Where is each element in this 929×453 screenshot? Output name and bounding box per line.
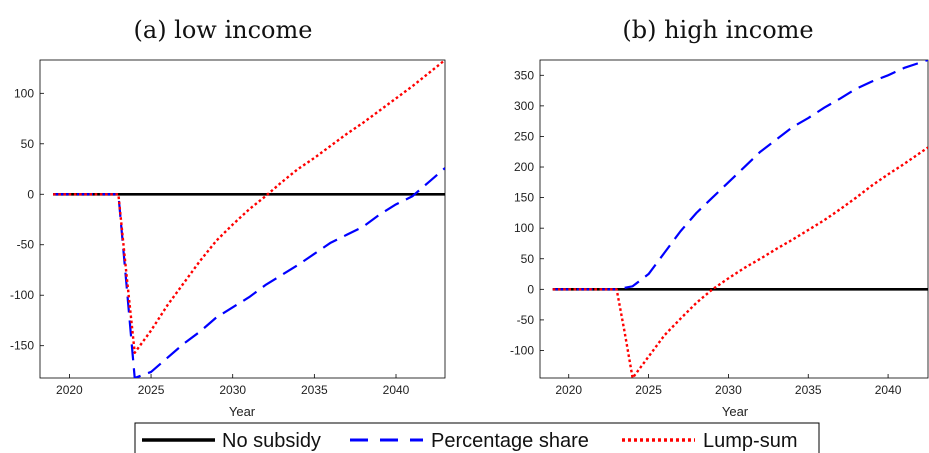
plot-area-low-income (39, 59, 446, 379)
legend-label-lump-sum: Lump-sum (703, 430, 797, 452)
panel-high-income: (b) high income 2020 2025 2030 2035 2040 -10… (510, 16, 929, 419)
y-ticks-high-income: -100 -50 0 50 100 150 200 250 300 350 (510, 68, 544, 357)
legend-label-no-subsidy: No subsidy (222, 430, 321, 452)
legend-entry-lump-sum: Lump-sum (622, 430, 797, 452)
x-axis-label-high-income: Year (722, 404, 749, 419)
series-line-lump-sum-low-income (53, 60, 445, 354)
y-tick-label: 0 (527, 282, 534, 296)
series-line-lump-sum-high-income (552, 146, 928, 378)
panel-title-high-income: (b) high income (622, 16, 813, 44)
y-tick-label: 100 (514, 221, 534, 235)
series-layer-high-income (552, 60, 928, 378)
x-tick-label: 2035 (795, 383, 822, 397)
x-tick-label: 2040 (875, 383, 902, 397)
y-tick-label: 50 (521, 252, 535, 266)
y-ticks-low-income: -150 -100 -50 0 50 100 (10, 86, 44, 353)
y-tick-label: 50 (21, 137, 35, 151)
x-tick-label: 2020 (56, 383, 83, 397)
y-tick-label: -150 (10, 339, 34, 353)
y-tick-label: 100 (14, 86, 34, 100)
legend-box (134, 422, 820, 453)
y-tick-label: 300 (514, 99, 534, 113)
legend-label-percentage-share: Percentage share (431, 430, 589, 452)
y-tick-label: 200 (514, 160, 534, 174)
x-tick-label: 2025 (138, 383, 165, 397)
series-line-percentage-share-low-income (53, 167, 445, 378)
x-tick-label: 2035 (301, 383, 328, 397)
y-tick-label: 350 (514, 68, 534, 82)
y-tick-label: 150 (514, 191, 534, 205)
legend-entry-percentage-share: Percentage share (350, 430, 589, 452)
plot-area-high-income (539, 59, 929, 379)
panel-title-low-income: (a) low income (134, 16, 313, 44)
x-tick-label: 2030 (715, 383, 742, 397)
y-tick-label: 250 (514, 129, 534, 143)
x-tick-label: 2020 (555, 383, 582, 397)
x-axis-label-low-income: Year (229, 404, 256, 419)
legend: No subsidy Percentage share Lump-sum (134, 422, 820, 453)
series-layer-low-income (53, 60, 445, 378)
y-tick-label: -100 (10, 288, 34, 302)
y-tick-label: 0 (27, 187, 34, 201)
legend-entry-no-subsidy: No subsidy (142, 430, 321, 452)
x-ticks-high-income: 2020 2025 2030 2035 2040 (555, 374, 902, 397)
x-tick-label: 2025 (635, 383, 662, 397)
series-line-percentage-share-high-income (552, 60, 928, 291)
x-tick-label: 2040 (383, 383, 410, 397)
panel-low-income: (a) low income 2020 2025 2030 2035 2040 -150… (10, 16, 446, 419)
y-tick-label: -100 (510, 343, 534, 357)
x-ticks-low-income: 2020 2025 2030 2035 2040 (56, 374, 410, 397)
y-tick-label: -50 (17, 238, 35, 252)
y-tick-label: -50 (517, 313, 535, 327)
x-tick-label: 2030 (219, 383, 246, 397)
